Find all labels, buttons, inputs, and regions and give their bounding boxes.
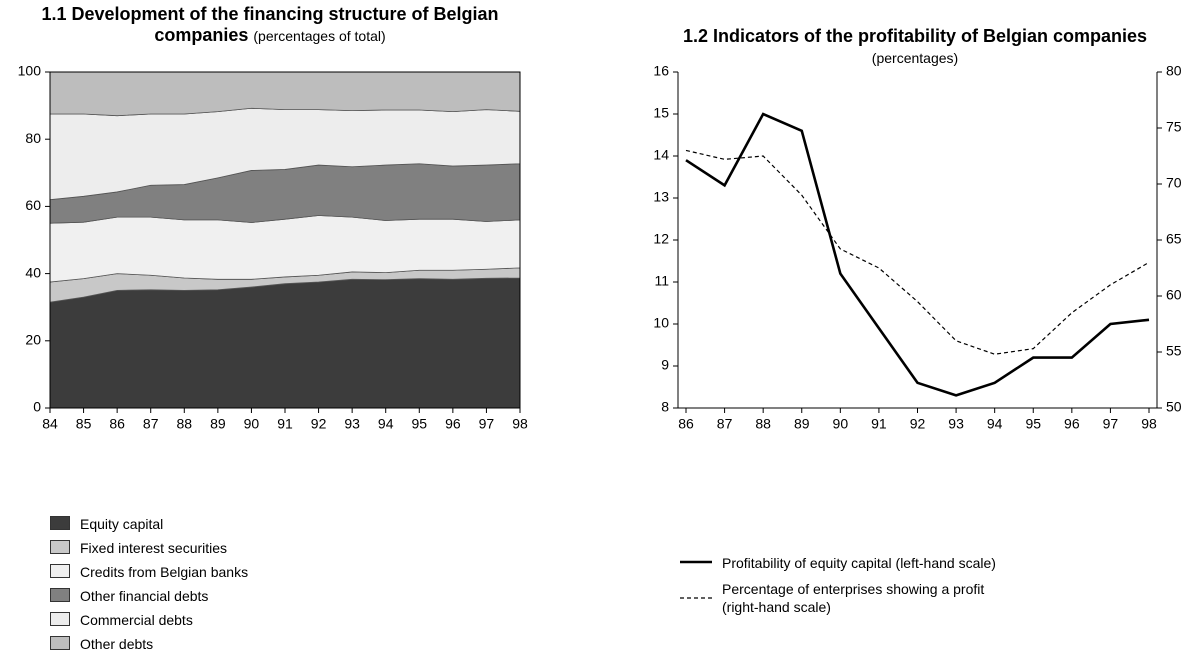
legend-item: Percentage of enterprises showing a prof…	[680, 580, 1040, 616]
area	[49, 71, 521, 117]
y-tick-label: 60	[25, 197, 41, 213]
legend: Equity capital Fixed interest securities C…	[50, 516, 248, 660]
legend-label: Other financial debts	[80, 588, 209, 604]
legend-label: Fixed interest securities	[80, 540, 228, 556]
legend-item: Fixed interest securities	[50, 540, 248, 564]
legend-label: Profitability of equity capital (left-ha…	[722, 555, 996, 571]
y-tick-label: 12	[653, 231, 669, 247]
x-tick-label: 97	[479, 416, 495, 432]
legend-label: Other debts	[80, 636, 154, 652]
y-tick-label: 100	[18, 63, 42, 79]
x-tick-label: 93	[344, 416, 360, 432]
y-tick-label: 0	[33, 399, 41, 415]
x-tick-label: 88	[755, 416, 771, 432]
y-tick-label: 11	[654, 273, 669, 289]
x-tick-label: 85	[76, 416, 92, 432]
x-tick-label: 88	[176, 416, 192, 432]
y2-tick-label: 70	[1166, 175, 1182, 191]
x-tick-label: 89	[794, 416, 810, 432]
y2-tick-label: 55	[1166, 343, 1182, 359]
x-tick-label: 95	[411, 416, 427, 432]
x-tick-label: 89	[210, 416, 226, 432]
x-tick-label: 94	[987, 416, 1003, 432]
chart-title: 1.2 Indicators of the profitability of B…	[682, 26, 1148, 46]
x-tick-label: 96	[445, 416, 461, 432]
y-tick-label: 13	[653, 189, 669, 205]
x-tick-label: 93	[948, 416, 964, 432]
x-tick-label: 91	[871, 416, 887, 432]
legend-label: Percentage of enterprises showing a prof…	[722, 581, 985, 615]
y-tick-label: 40	[25, 264, 41, 280]
legend-swatch	[50, 612, 70, 626]
x-tick-label: 97	[1103, 416, 1119, 432]
line	[685, 112, 1150, 397]
chart-title-block: 1.2 Indicators of the profitability of B…	[680, 26, 1150, 69]
chart-title: 1.1 Development of the financing structu…	[41, 4, 499, 45]
y2-tick-label: 60	[1166, 287, 1182, 303]
x-tick-label: 90	[244, 416, 260, 432]
x-tick-label: 90	[833, 416, 849, 432]
x-tick-label: 98	[1141, 416, 1157, 432]
legend-swatch	[680, 597, 712, 599]
x-tick-label: 92	[910, 416, 926, 432]
x-tick-label: 91	[277, 416, 293, 432]
y2-tick-label: 50	[1166, 399, 1182, 415]
x-tick-label: 87	[717, 416, 733, 432]
chart-title-block: 1.1 Development of the financing structu…	[30, 4, 510, 47]
legend-swatch	[50, 516, 70, 530]
x-tick-label: 95	[1025, 416, 1041, 432]
legend-swatch	[50, 588, 70, 602]
legend-label: Credits from Belgian banks	[80, 564, 249, 580]
legend-item: Profitability of equity capital (left-ha…	[680, 554, 1040, 572]
x-tick-label: 96	[1064, 416, 1080, 432]
y2-tick-label: 65	[1166, 231, 1182, 247]
x-tick-label: 86	[678, 416, 694, 432]
y-tick-label: 14	[653, 147, 669, 163]
x-tick-label: 86	[109, 416, 125, 432]
legend-item: Credits from Belgian banks	[50, 564, 248, 588]
legend-label: Equity capital	[80, 516, 164, 532]
y2-tick-label: 80	[1166, 63, 1182, 79]
chart-subtitle: (percentages)	[871, 50, 959, 66]
x-tick-label: 98	[512, 416, 528, 432]
y-tick-label: 15	[653, 105, 669, 121]
x-tick-label: 87	[143, 416, 159, 432]
y-tick-label: 80	[25, 130, 41, 146]
legend-item: Equity capital	[50, 516, 248, 540]
y-tick-label: 16	[653, 63, 669, 79]
legend-swatch	[50, 540, 70, 554]
area	[49, 277, 521, 409]
y-tick-label: 20	[25, 332, 41, 348]
x-tick-label: 94	[378, 416, 394, 432]
legend-item: Other debts	[50, 636, 248, 660]
legend-label: Commercial debts	[80, 612, 193, 628]
y2-tick-label: 75	[1166, 119, 1182, 135]
y-tick-label: 10	[653, 315, 669, 331]
y-tick-label: 8	[661, 399, 669, 415]
legend-item: Commercial debts	[50, 612, 248, 636]
y-tick-label: 9	[661, 357, 669, 373]
legend-swatch	[50, 636, 70, 650]
legend-item: Other financial debts	[50, 588, 248, 612]
legend-swatch	[680, 560, 712, 564]
x-tick-label: 92	[311, 416, 327, 432]
legend-swatch	[50, 564, 70, 578]
legend: Profitability of equity capital (left-ha…	[680, 554, 1040, 624]
x-tick-label: 84	[42, 416, 58, 432]
chart-subtitle: (percentages of total)	[253, 28, 386, 44]
chart-1: 0 20 40 60 80 100 84 85 86 87 88 89 90 91 92 93 94 95 96 97…	[18, 63, 528, 432]
line	[685, 149, 1150, 355]
